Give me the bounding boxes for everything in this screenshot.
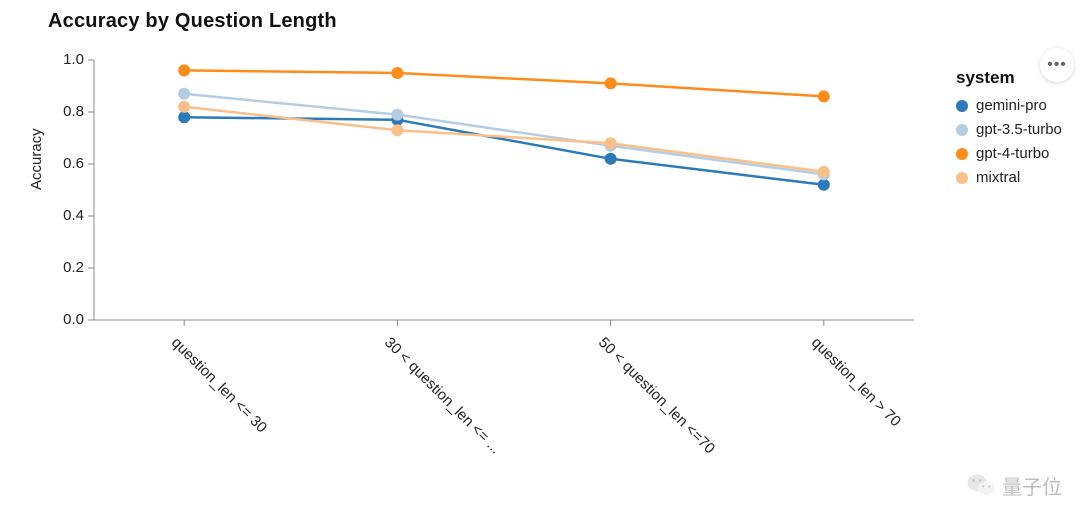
watermark-text: 量子位 xyxy=(1002,471,1062,500)
legend-label: gpt-4-turbo xyxy=(976,142,1049,166)
legend-swatch xyxy=(956,100,968,112)
y-tick-label: 0.8 xyxy=(44,103,84,120)
y-tick-label: 0.6 xyxy=(44,155,84,172)
y-tick-label: 1.0 xyxy=(44,51,84,68)
x-tick-label: 30 < question_len <= ... xyxy=(381,334,504,457)
legend-title: system xyxy=(956,68,1062,88)
legend-label: mixtral xyxy=(976,166,1020,190)
x-tick-label: 50 < question_len <=70 xyxy=(595,334,718,457)
x-tick-label: question_len <= 30 xyxy=(168,334,270,436)
chart-title: Accuracy by Question Length xyxy=(48,10,337,33)
y-tick-label: 0.4 xyxy=(44,207,84,224)
y-tick-label: 0.2 xyxy=(44,259,84,276)
legend-swatch xyxy=(956,124,968,136)
legend-swatch xyxy=(956,172,968,184)
legend-item: gpt-4-turbo xyxy=(956,142,1062,166)
legend-label: gpt-3.5-turbo xyxy=(976,118,1062,142)
wechat-icon xyxy=(966,470,996,500)
x-tick-label: question_len > 70 xyxy=(808,334,904,430)
legend: system gemini-progpt-3.5-turbogpt-4-turb… xyxy=(956,68,1062,190)
y-tick-label: 0.0 xyxy=(44,311,84,328)
y-axis-label: Accuracy xyxy=(28,128,45,190)
legend-item: mixtral xyxy=(956,166,1062,190)
legend-item: gemini-pro xyxy=(956,94,1062,118)
watermark: 量子位 xyxy=(966,470,1062,500)
legend-label: gemini-pro xyxy=(976,94,1047,118)
legend-item: gpt-3.5-turbo xyxy=(956,118,1062,142)
chart-plot-area xyxy=(94,60,914,320)
legend-swatch xyxy=(956,148,968,160)
